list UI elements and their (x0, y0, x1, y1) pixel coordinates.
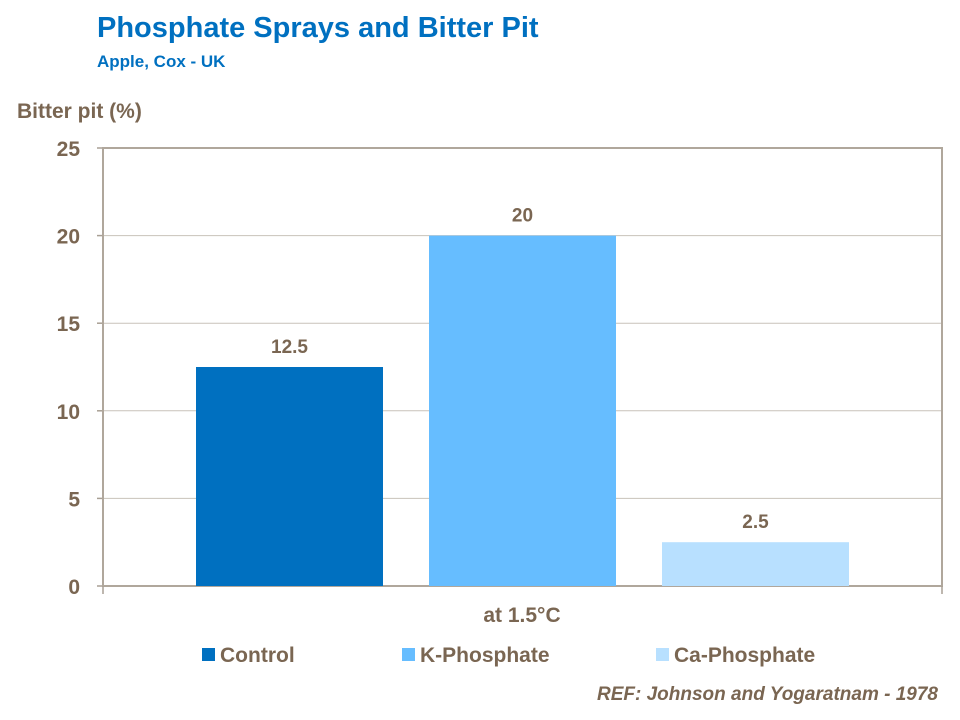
data-label: 20 (512, 206, 533, 227)
y-axis-label: Bitter pit (%) (17, 100, 142, 123)
y-tick-label: 10 (57, 401, 80, 424)
bar-ca-phosphate (662, 542, 849, 586)
chart-title: Phosphate Sprays and Bitter Pit (97, 12, 539, 44)
y-tick-label: 5 (68, 488, 80, 511)
data-label: 12.5 (271, 337, 308, 358)
legend-swatch (656, 648, 669, 661)
legend-label: K-Phosphate (420, 644, 550, 667)
chart-subtitle: Apple, Cox - UK (97, 52, 226, 71)
reference-note: REF: Johnson and Yogaratnam - 1978 (596, 684, 938, 705)
bar-k-phosphate (429, 235, 616, 586)
legend-label: Ca-Phosphate (674, 644, 815, 667)
y-tick-label: 25 (57, 138, 81, 161)
y-tick-label: 20 (57, 226, 80, 249)
legend-swatch (202, 648, 215, 661)
y-tick-label: 0 (68, 576, 80, 599)
x-axis-label: at 1.5°C (483, 604, 560, 627)
legend-swatch (402, 648, 415, 661)
y-tick-label: 15 (57, 313, 81, 336)
bar-control (196, 367, 383, 586)
data-label: 2.5 (742, 512, 769, 533)
legend-label: Control (220, 644, 295, 667)
